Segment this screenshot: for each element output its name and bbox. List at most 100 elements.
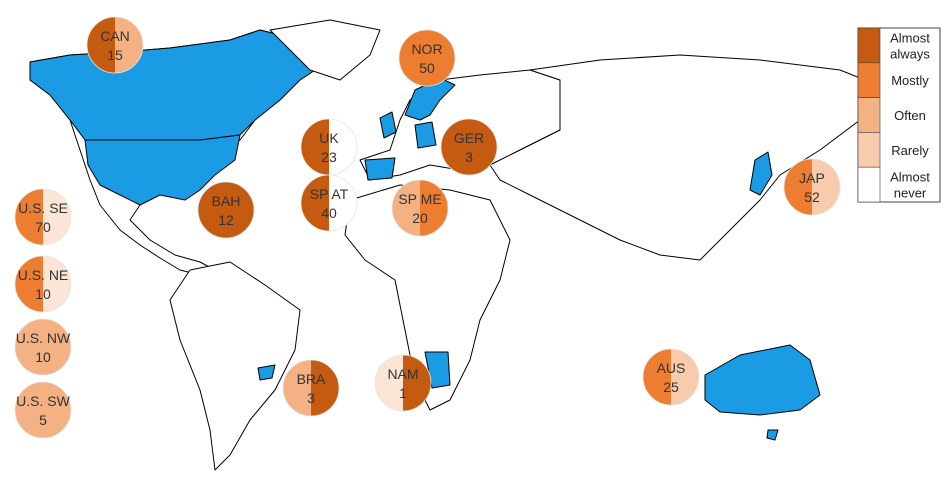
circle-right-half xyxy=(43,382,71,438)
region-label: U.S. SE xyxy=(18,200,68,216)
circle-right-half xyxy=(427,30,455,86)
region-circle: U.S. SW 5 xyxy=(14,381,72,439)
region-value: 40 xyxy=(321,205,337,221)
region-value: 5 xyxy=(39,412,47,428)
canada xyxy=(29,29,331,141)
region-value: 3 xyxy=(307,390,315,406)
circle-right-half xyxy=(420,180,448,236)
usa xyxy=(84,134,241,206)
region-circle: GER 3 xyxy=(440,118,498,176)
land xyxy=(489,54,891,261)
region-value: 20 xyxy=(412,210,428,226)
spain xyxy=(364,157,396,181)
circle-right-half xyxy=(226,182,254,238)
legend-label: Mostly xyxy=(891,73,929,88)
legend-label: Often xyxy=(894,108,926,123)
circle-right-half xyxy=(671,349,699,405)
circle-left-half xyxy=(15,382,43,438)
region-value: 3 xyxy=(465,149,473,165)
region-label: CAN xyxy=(100,28,130,44)
circle-left-half xyxy=(15,319,43,375)
region-label: GER xyxy=(454,130,484,146)
legend-label: never xyxy=(894,186,927,201)
uk xyxy=(379,111,397,139)
circle-outline xyxy=(642,348,700,406)
legend-swatch xyxy=(857,97,881,133)
circle-left-half xyxy=(301,175,329,231)
region-circle: JAP 52 xyxy=(783,158,841,216)
region-circle: U.S. NE 10 xyxy=(14,255,72,313)
land xyxy=(344,184,511,411)
region-label: U.S. NW xyxy=(16,330,71,346)
scandinavia xyxy=(404,77,456,121)
region-value: 52 xyxy=(804,189,820,205)
circle-right-half xyxy=(311,360,339,416)
world-map xyxy=(29,19,891,471)
region-label: JAP xyxy=(799,170,825,186)
region-value: 10 xyxy=(35,286,51,302)
circle-left-half xyxy=(392,180,420,236)
circle-left-half xyxy=(301,119,329,175)
circle-left-half xyxy=(784,159,812,215)
circle-outline xyxy=(197,181,255,239)
region-value: 50 xyxy=(419,60,435,76)
land xyxy=(169,261,301,471)
legend-label: always xyxy=(890,46,930,61)
region-circle: UK 23 xyxy=(300,118,358,176)
circle-outline xyxy=(783,158,841,216)
circle-right-half xyxy=(812,159,840,215)
region-circle: AUS 25 xyxy=(642,348,700,406)
circle-right-half xyxy=(43,319,71,375)
region-value: 1 xyxy=(399,385,407,401)
region-value: 15 xyxy=(107,47,123,63)
region-value: 10 xyxy=(35,349,51,365)
circle-outline xyxy=(398,29,456,87)
legend-swatch xyxy=(857,166,881,203)
region-label: SP ME xyxy=(398,191,441,207)
circle-outline xyxy=(391,179,449,237)
region-label: SP AT xyxy=(310,186,349,202)
region-circle: SP AT 40 xyxy=(300,174,358,232)
region-value: 23 xyxy=(321,149,337,165)
region-label: AUS xyxy=(657,360,686,376)
circle-outline xyxy=(14,381,72,439)
circle-left-half xyxy=(399,30,427,86)
circle-right-half xyxy=(329,119,357,175)
region-label: BRA xyxy=(297,371,326,387)
circle-left-half xyxy=(283,360,311,416)
legend-label: Rarely xyxy=(891,143,929,158)
region-circle: CAN 15 xyxy=(86,16,144,74)
circle-outline xyxy=(282,359,340,417)
circle-outline xyxy=(14,318,72,376)
legend-label: Almost xyxy=(890,30,930,45)
australia xyxy=(704,344,821,416)
region-circle: NAM 1 xyxy=(374,354,432,412)
circle-outline xyxy=(14,188,72,246)
circle-right-half xyxy=(43,256,71,312)
region-label: U.S. NE xyxy=(18,267,69,283)
circle-right-half xyxy=(115,17,143,73)
circle-outline xyxy=(14,255,72,313)
germany xyxy=(414,121,437,149)
circle-right-half xyxy=(403,355,431,411)
region-circle: SP ME 20 xyxy=(391,179,449,237)
circle-left-half xyxy=(643,349,671,405)
circle-outline xyxy=(374,354,432,412)
region-value: 70 xyxy=(35,219,51,235)
region-value: 25 xyxy=(663,379,679,395)
circle-right-half xyxy=(43,189,71,245)
circle-right-half xyxy=(469,119,497,175)
circle-left-half xyxy=(441,119,469,175)
region-value: 12 xyxy=(218,212,234,228)
circle-left-half xyxy=(15,256,43,312)
legend-swatch xyxy=(857,62,881,98)
region-circle: NOR 50 xyxy=(398,29,456,87)
legend-label: Almost xyxy=(890,170,930,185)
region-circle: BAH 12 xyxy=(197,181,255,239)
circle-left-half xyxy=(87,17,115,73)
circle-left-half xyxy=(198,182,226,238)
region-label: NOR xyxy=(411,41,442,57)
greenland xyxy=(269,19,381,81)
